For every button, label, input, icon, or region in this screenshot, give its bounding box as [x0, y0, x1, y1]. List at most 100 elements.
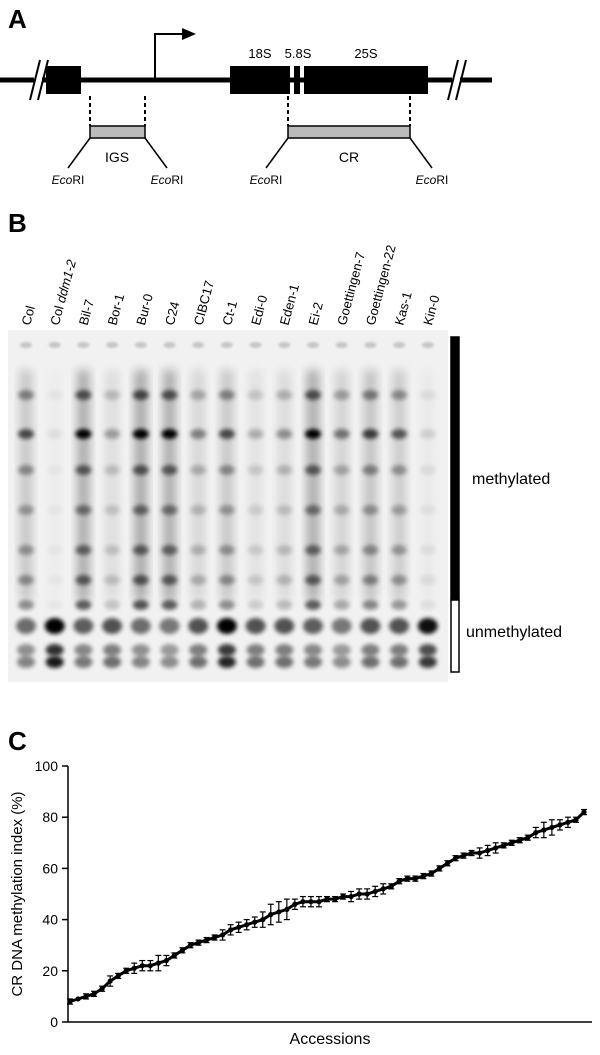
data-point: [324, 895, 330, 903]
lane-label: Kin-0: [420, 294, 442, 327]
data-point: [83, 993, 90, 1000]
data-point: [243, 919, 250, 931]
data-point: [548, 819, 555, 836]
y-tick-label: 100: [35, 758, 59, 774]
panel-letter-b: B: [8, 208, 27, 238]
igs-fragment-bar: [89, 125, 146, 139]
gene-5-8s-block: [294, 66, 300, 94]
data-point: [179, 947, 186, 954]
data-point: [155, 954, 162, 972]
lane-label: Edi-0: [248, 294, 270, 327]
gel-lane: [360, 342, 381, 668]
y-tick-label: 20: [42, 963, 58, 979]
gel-lane: [159, 342, 180, 668]
promoter-arrow: [154, 33, 182, 80]
label-igs: IGS: [105, 149, 129, 165]
y-tick-label: 60: [42, 860, 58, 876]
gel-lane: [245, 342, 266, 668]
unmethylated-label: unmethylated: [466, 624, 562, 641]
methylated-bar: [450, 336, 460, 601]
gel-lane: [102, 342, 123, 668]
data-point: [139, 959, 146, 972]
lane-label: Eden-1: [277, 282, 302, 326]
data-point: [115, 972, 122, 980]
gel-lane: [188, 342, 209, 668]
data-point: [572, 816, 579, 823]
panel-letter-c: C: [8, 726, 27, 756]
data-point: [516, 837, 523, 844]
gene-18s-block: [230, 66, 290, 94]
break-mark-right: [447, 59, 459, 101]
methylation-chart: 0 20 40 60 80 100 CR DNA methylation index (%…: [9, 758, 592, 1048]
gel-lane: [389, 342, 410, 668]
data-point: [340, 893, 347, 900]
ecori-label: EcoRI: [416, 173, 449, 187]
data-point: [235, 921, 242, 933]
lane-label: Col ddm1-2: [47, 257, 79, 327]
lane-label: Col: [18, 304, 38, 327]
data-point: [307, 895, 314, 908]
y-tick-label: 0: [50, 1014, 58, 1030]
gel-lane: [44, 342, 65, 668]
y-tick-label: 80: [42, 809, 58, 825]
ecori-label: EcoRI: [52, 173, 85, 187]
data-point: [524, 834, 531, 841]
unmethylated-bar: [450, 599, 460, 673]
data-point: [259, 911, 266, 928]
data-point: [532, 826, 539, 839]
y-axis-label: CR DNA methylation index (%): [9, 791, 26, 996]
lane-label: Goettingen-7: [334, 250, 368, 326]
data-point: [211, 934, 218, 941]
cr-fragment-bar: [287, 125, 411, 139]
gel-lanes: [16, 342, 438, 668]
data-point: [388, 883, 395, 890]
gel-lane: [216, 342, 237, 668]
data-point: [372, 885, 379, 898]
lane-label: Ct-1: [219, 299, 240, 327]
data-point: [476, 847, 483, 859]
gel-lane: [331, 342, 352, 668]
data-point: [452, 855, 459, 862]
data-point: [468, 849, 475, 857]
data-point: [348, 890, 355, 903]
data-point: [291, 898, 298, 910]
data-point: [492, 842, 499, 854]
ecori-label: EcoRI: [250, 173, 283, 187]
gel-lane: [303, 342, 323, 668]
lane-label: Kas-1: [392, 290, 415, 327]
data-point: [123, 967, 130, 974]
gel-lane: [274, 342, 295, 668]
data-point: [380, 883, 387, 895]
data-point: [187, 942, 194, 949]
data-point: [428, 870, 435, 877]
ecori-label: EcoRI: [151, 173, 184, 187]
gel-lane: [417, 342, 438, 668]
lane-label: Bor-1: [105, 292, 128, 327]
gel-lane: [73, 342, 94, 668]
data-point: [315, 895, 322, 908]
data-point: [364, 888, 371, 900]
data-point: [219, 929, 226, 941]
data-point: [171, 952, 178, 959]
data-point: [99, 985, 106, 992]
gene-25s-block: [304, 66, 428, 94]
data-point: [267, 903, 274, 926]
data-point: [275, 901, 282, 923]
left-gene-block: [46, 66, 81, 94]
data-point: [436, 865, 443, 872]
data-series: [67, 808, 587, 1005]
label-5-8s: 5.8S: [285, 46, 312, 61]
gel-lane: [16, 342, 36, 668]
data-point: [227, 924, 234, 936]
data-point: [356, 888, 363, 900]
label-25s: 25S: [354, 46, 377, 61]
lane-label: Bur-0: [133, 292, 156, 327]
methylated-label: methylated: [472, 471, 550, 488]
lane-label: CIBC17: [191, 279, 217, 327]
y-ticks: 0 20 40 60 80 100: [35, 758, 68, 1030]
data-point: [420, 872, 427, 880]
lane-label: C24: [162, 300, 183, 327]
data-point: [251, 916, 258, 928]
